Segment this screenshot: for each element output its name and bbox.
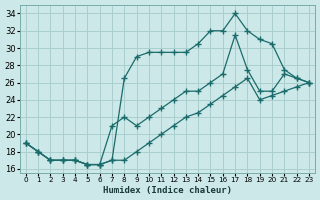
X-axis label: Humidex (Indice chaleur): Humidex (Indice chaleur) (103, 186, 232, 195)
